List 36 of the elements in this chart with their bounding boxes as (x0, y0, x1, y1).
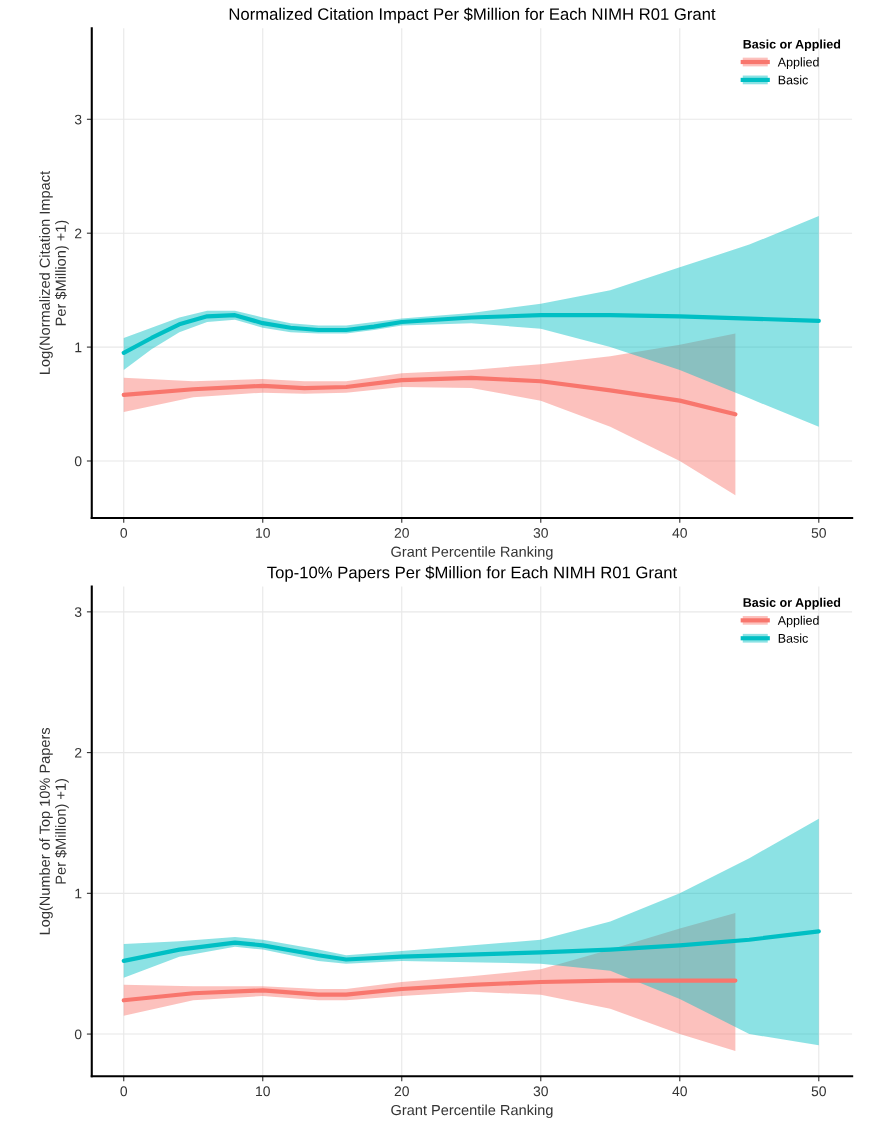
legend-label: Applied (777, 615, 819, 628)
y-tick-label: 3 (74, 607, 82, 618)
x-tick-label: 0 (120, 528, 128, 538)
legend-title: Basic or Applied (743, 39, 841, 52)
chart-title: Normalized Citation Impact Per $Million for Each NIMH R01 Grant (229, 7, 716, 24)
line-series (121, 929, 821, 963)
x-tick-label: 20 (394, 1086, 409, 1097)
y-tick-label: 1 (75, 888, 82, 899)
legend-label: Basic (778, 633, 808, 643)
legend-title: Basic or Applied (743, 597, 841, 610)
x-tick-label: 40 (672, 1086, 687, 1097)
line-series (121, 978, 738, 1003)
y-tick-label: 2 (75, 228, 82, 239)
y-tick-label: 3 (74, 114, 82, 125)
legend-label: Applied (777, 57, 819, 69)
line-series (121, 375, 738, 417)
x-tick-label: 50 (811, 528, 826, 538)
y-tick-label: 1 (75, 342, 82, 353)
y-tick-label: 0 (74, 456, 82, 467)
chart-title: Top-10% Papers Per $Million for Each NIMH R01 Grant (267, 565, 678, 582)
y-axis-title: Log(Normalized Citation Impact Per $Million) +1) (39, 171, 69, 374)
x-tick-label: 40 (672, 528, 687, 538)
x-tick-label: 50 (811, 1086, 826, 1097)
legend-label: Basic (778, 75, 808, 85)
x-tick-label: 0 (120, 1086, 128, 1097)
x-tick-label: 30 (533, 528, 548, 538)
line-series (121, 313, 821, 355)
x-tick-label: 10 (256, 1086, 270, 1097)
y-axis-title: Log(Number of Top 10% Papers Per $Million) +1) (39, 727, 69, 935)
x-tick-label: 10 (256, 528, 270, 538)
x-tick-label: 30 (533, 1086, 548, 1097)
x-axis-title: Grant Percentile Ranking (391, 546, 553, 560)
x-tick-label: 20 (394, 528, 409, 538)
y-tick-label: 0 (74, 1029, 82, 1040)
x-axis-title: Grant Percentile Ranking (391, 1104, 553, 1119)
y-tick-label: 2 (75, 747, 82, 758)
